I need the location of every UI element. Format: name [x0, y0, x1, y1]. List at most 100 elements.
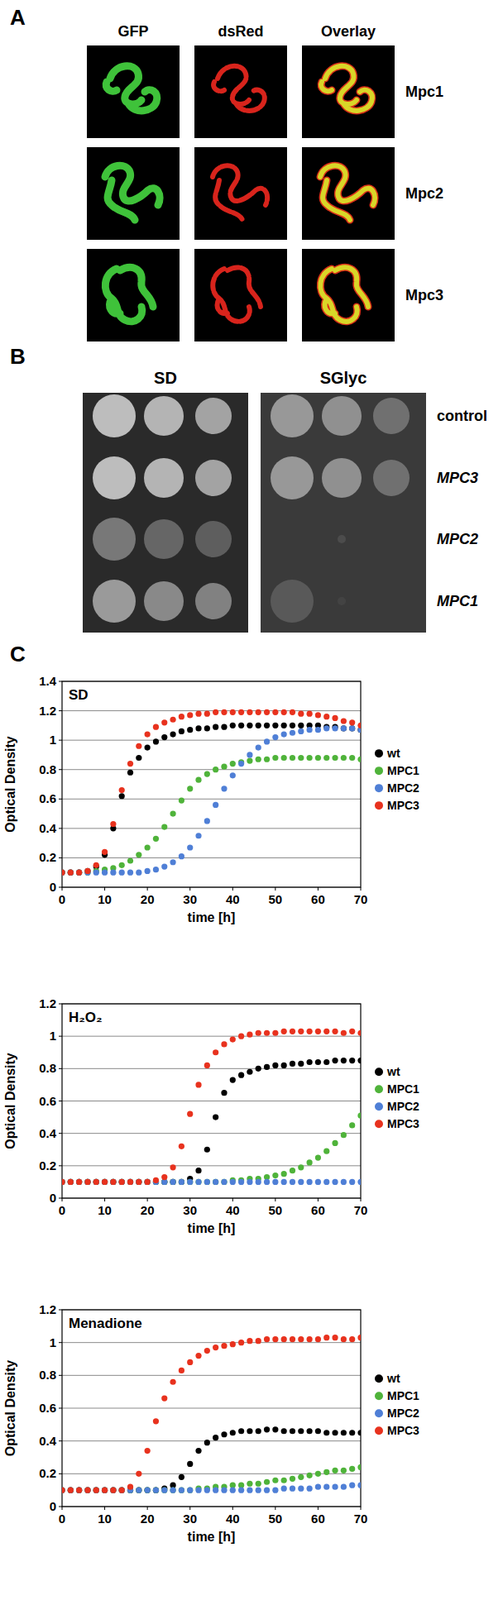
- data-point: [289, 1336, 296, 1343]
- data-point: [135, 755, 142, 762]
- data-point: [315, 727, 321, 733]
- data-point: [169, 717, 176, 724]
- data-point: [169, 1488, 176, 1495]
- data-point: [306, 711, 313, 718]
- y-tick-label: 0.4: [38, 1126, 58, 1141]
- data-point: [281, 1486, 288, 1493]
- legend-label: MPC2: [387, 1100, 420, 1114]
- chart-title: Menadione: [68, 1316, 143, 1332]
- data-point: [349, 725, 355, 732]
- data-point: [281, 1478, 288, 1485]
- data-point: [76, 1488, 82, 1495]
- data-point: [101, 1179, 108, 1186]
- y-tick-label: 0.4: [38, 1434, 58, 1449]
- data-point: [289, 730, 296, 737]
- data-point: [161, 1174, 168, 1181]
- data-point: [84, 1179, 91, 1186]
- data-point: [212, 724, 219, 731]
- data-point: [272, 1478, 278, 1485]
- data-point: [204, 725, 211, 732]
- data-point: [297, 1179, 304, 1186]
- data-point: [340, 1132, 347, 1139]
- data-point: [357, 723, 361, 729]
- data-point: [323, 1179, 330, 1186]
- data-point: [186, 1360, 193, 1366]
- grid-line: [62, 857, 361, 859]
- data-point: [204, 1488, 211, 1495]
- data-point: [263, 1064, 270, 1071]
- data-point: [67, 1488, 74, 1495]
- data-point: [186, 1179, 193, 1186]
- data-point: [93, 1488, 100, 1495]
- legend-swatch: [374, 1068, 384, 1077]
- colony-spot: [373, 459, 410, 497]
- grid-line: [62, 1101, 361, 1102]
- data-point: [212, 1488, 219, 1495]
- data-point: [306, 1336, 313, 1343]
- data-point: [76, 870, 82, 877]
- data-point: [212, 766, 219, 773]
- data-point: [331, 725, 338, 732]
- data-point: [153, 1418, 159, 1425]
- data-point: [306, 1179, 313, 1186]
- data-point: [238, 1428, 245, 1435]
- data-point: [119, 793, 125, 800]
- x-tick-label: 50: [268, 1203, 283, 1218]
- data-point: [281, 709, 288, 716]
- data-point: [263, 1030, 270, 1037]
- data-point: [195, 833, 202, 839]
- data-point: [110, 1179, 116, 1186]
- data-point: [110, 1179, 116, 1186]
- data-point: [169, 1179, 176, 1186]
- data-point: [101, 1488, 108, 1495]
- data-point: [229, 1430, 236, 1437]
- data-point: [195, 725, 202, 732]
- legend-label: MPC3: [387, 1424, 420, 1438]
- data-point: [331, 755, 338, 762]
- data-point: [255, 723, 262, 729]
- x-tick-label: 40: [225, 1512, 240, 1527]
- data-point: [119, 1179, 125, 1186]
- data-point: [323, 1470, 330, 1476]
- data-point: [67, 1488, 74, 1495]
- legend-label: MPC3: [387, 799, 420, 813]
- data-point: [272, 1427, 278, 1433]
- data-point: [186, 712, 193, 719]
- legend-swatch: [374, 1427, 384, 1436]
- data-point: [323, 1430, 330, 1437]
- data-point: [119, 787, 125, 794]
- data-point: [119, 862, 125, 869]
- colony-spot: [337, 535, 346, 544]
- colony-spot: [270, 394, 314, 438]
- data-point: [323, 725, 330, 732]
- micrograph-background: [194, 147, 288, 240]
- data-point: [340, 1430, 347, 1437]
- data-point: [220, 1090, 227, 1097]
- data-point: [272, 755, 278, 762]
- data-point: [315, 1485, 321, 1491]
- data-point: [272, 723, 278, 729]
- column-header: Overlay: [320, 23, 376, 40]
- data-point: [220, 709, 227, 716]
- data-point: [281, 755, 288, 762]
- data-point: [255, 1481, 262, 1488]
- data-point: [220, 1041, 227, 1048]
- data-point: [289, 1029, 296, 1035]
- data-point: [204, 1147, 211, 1154]
- overlay-red: [320, 66, 373, 111]
- x-tick-label: 20: [140, 1512, 155, 1527]
- data-point: [340, 1485, 347, 1491]
- data-point: [289, 1061, 296, 1068]
- data-point: [212, 709, 219, 716]
- data-point: [110, 1488, 116, 1495]
- data-point: [297, 723, 304, 729]
- colony-spot: [321, 396, 362, 436]
- data-point: [62, 1179, 66, 1186]
- data-point: [323, 1335, 330, 1342]
- data-point: [212, 1345, 219, 1351]
- micrograph: [194, 249, 288, 342]
- data-point: [127, 770, 134, 777]
- data-point: [340, 1179, 347, 1186]
- data-point: [272, 1179, 278, 1186]
- x-tick-label: 10: [97, 1203, 112, 1218]
